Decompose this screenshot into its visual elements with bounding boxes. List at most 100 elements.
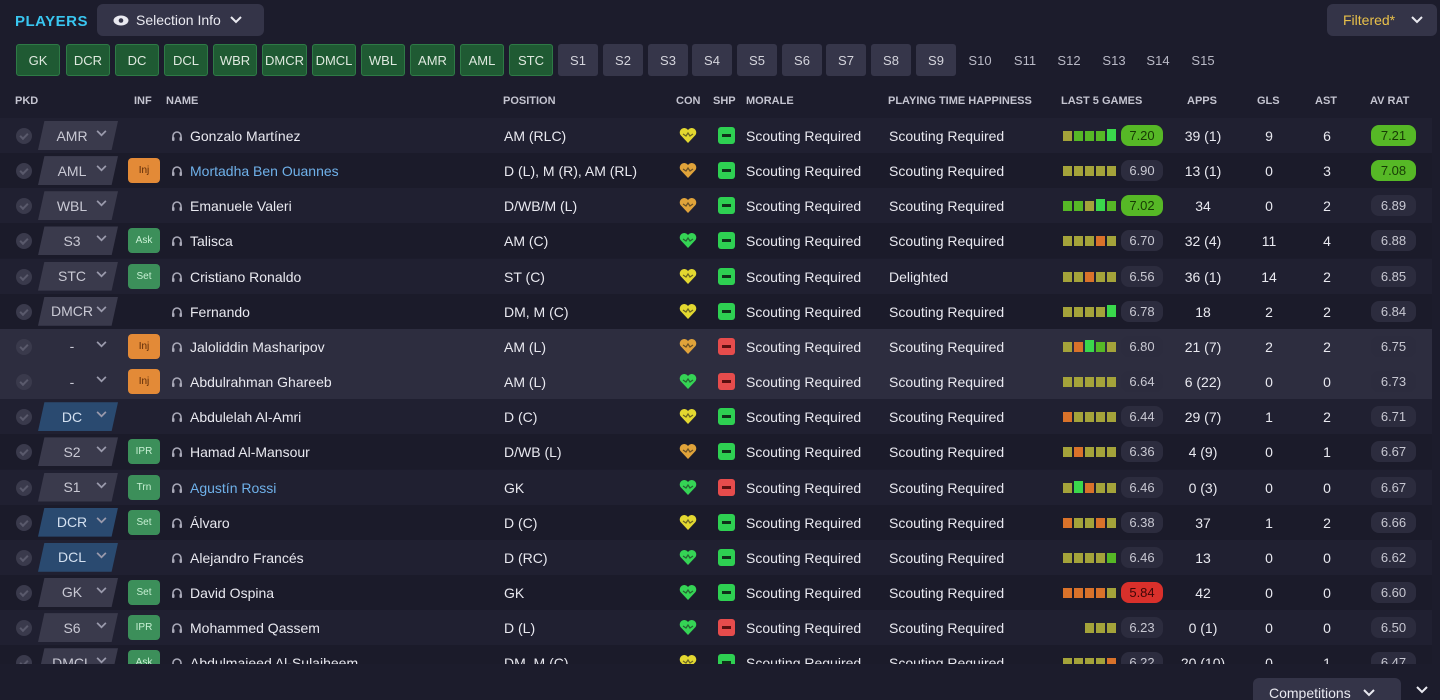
col-av-rat[interactable]: AV RAT — [1370, 95, 1410, 107]
player-name[interactable]: Álvaro — [190, 514, 230, 531]
col-last-5-games[interactable]: LAST 5 GAMES — [1061, 95, 1143, 107]
col-con[interactable]: CON — [676, 95, 701, 107]
pick-checkbox[interactable] — [16, 479, 32, 496]
pick-checkbox[interactable] — [16, 338, 32, 355]
player-name[interactable]: Hamad Al-Mansour — [190, 444, 310, 461]
tab-s4[interactable]: S4 — [692, 44, 732, 76]
pick-checkbox[interactable] — [16, 655, 32, 664]
table-row[interactable]: STC Set Cristiano Ronaldo ST (C) Scouting Re… — [0, 258, 1432, 294]
selection-dropdown[interactable]: S1 — [38, 472, 118, 502]
pick-checkbox[interactable] — [16, 233, 32, 250]
tab-s2[interactable]: S2 — [603, 44, 643, 76]
player-name[interactable]: Alejandro Francés — [190, 549, 304, 566]
tab-amr[interactable]: AMR — [410, 44, 455, 76]
selection-dropdown[interactable]: DMCL — [38, 648, 118, 664]
info-badge[interactable]: IPR — [128, 439, 160, 465]
player-name[interactable]: Abdulrahman Ghareeb — [190, 374, 332, 391]
selection-dropdown[interactable]: S2 — [38, 437, 118, 467]
table-row[interactable]: S1 Trn Agustín Rossi GK Scouting Required Sco… — [0, 469, 1432, 505]
col-apps[interactable]: APPS — [1187, 95, 1217, 107]
info-badge[interactable]: Inj — [128, 158, 160, 184]
pick-checkbox[interactable] — [16, 198, 32, 215]
table-row[interactable]: DC Abdulelah Al-Amri D (C) Scouting Require… — [0, 399, 1432, 435]
table-row[interactable]: GK Set David Ospina GK Scouting Required Scou… — [0, 574, 1432, 610]
selection-dropdown[interactable]: S6 — [38, 613, 118, 643]
col-gls[interactable]: GLS — [1257, 95, 1280, 107]
tab-s3[interactable]: S3 — [648, 44, 688, 76]
selection-dropdown[interactable]: - — [38, 332, 118, 361]
selection-dropdown[interactable]: DMCR — [38, 296, 118, 326]
pick-checkbox[interactable] — [16, 163, 32, 180]
player-name[interactable]: Gonzalo Martínez — [190, 128, 301, 144]
selection-dropdown[interactable]: DCL — [38, 542, 118, 572]
info-badge[interactable]: Ask — [128, 228, 160, 254]
tab-s1[interactable]: S1 — [558, 44, 598, 76]
competitions-button[interactable]: Competitions — [1253, 678, 1401, 700]
table-row[interactable]: DCL Alejandro Francés D (RC) Scouting Requi… — [0, 539, 1432, 575]
tab-s14[interactable]: S14 — [1146, 52, 1170, 68]
chevron-down-icon[interactable] — [1416, 686, 1428, 694]
player-name[interactable]: Talisca — [190, 233, 233, 250]
pick-checkbox[interactable] — [16, 514, 32, 531]
col-playing-time-happiness[interactable]: PLAYING TIME HAPPINESS — [888, 95, 1032, 107]
table-row[interactable]: S2 IPR Hamad Al-Mansour D/WB (L) Scouting Re… — [0, 434, 1432, 470]
tab-s7[interactable]: S7 — [826, 44, 866, 76]
pick-checkbox[interactable] — [16, 303, 32, 320]
selection-dropdown[interactable]: S3 — [38, 226, 118, 256]
selection-dropdown[interactable]: STC — [38, 261, 118, 291]
table-row[interactable]: WBL Emanuele Valeri D/WB/M (L) Scouting Req… — [0, 188, 1432, 224]
pick-checkbox[interactable] — [16, 409, 32, 426]
pick-checkbox[interactable] — [16, 620, 32, 637]
tab-aml[interactable]: AML — [460, 44, 504, 76]
table-row[interactable]: DCR Set Álvaro D (C) Scouting Required Scouti… — [0, 504, 1432, 540]
tab-s13[interactable]: S13 — [1102, 52, 1126, 68]
col-position[interactable]: POSITION — [503, 95, 556, 107]
pick-checkbox[interactable] — [16, 584, 32, 601]
player-name[interactable]: Abdulmajeed Al-Sulaiheem — [190, 655, 359, 664]
table-row[interactable]: AML Inj Mortadha Ben Ouannes D (L), M (R), … — [0, 153, 1432, 189]
tab-wbr[interactable]: WBR — [213, 44, 257, 76]
pick-checkbox[interactable] — [16, 444, 32, 461]
info-badge[interactable]: Ask — [128, 650, 160, 664]
player-name[interactable]: David Ospina — [190, 584, 275, 601]
tab-s15[interactable]: S15 — [1191, 52, 1215, 68]
player-name[interactable]: Mortadha Ben Ouannes — [190, 163, 339, 180]
player-name[interactable]: Cristiano Ronaldo — [190, 268, 302, 285]
selection-dropdown[interactable]: AML — [38, 156, 118, 186]
tab-dcr[interactable]: DCR — [66, 44, 110, 76]
player-name[interactable]: Emanuele Valeri — [190, 198, 292, 215]
tab-stc[interactable]: STC — [509, 44, 553, 76]
tab-dcl[interactable]: DCL — [164, 44, 208, 76]
tab-s6[interactable]: S6 — [782, 44, 822, 76]
player-name[interactable]: Fernando — [190, 303, 250, 320]
table-row[interactable]: DMCR Fernando DM, M (C) Scouting Required Sc… — [0, 293, 1432, 329]
player-name[interactable]: Mohammed Qassem — [190, 620, 320, 637]
selection-info-button[interactable]: Selection Info — [97, 4, 264, 36]
tab-dc[interactable]: DC — [115, 44, 159, 76]
tab-s10[interactable]: S10 — [968, 52, 992, 68]
table-row[interactable]: DMCL Ask Abdulmajeed Al-Sulaiheem DM, M (C)… — [0, 645, 1432, 664]
pick-checkbox[interactable] — [16, 374, 32, 391]
tab-s11[interactable]: S11 — [1013, 52, 1037, 68]
tab-wbl[interactable]: WBL — [361, 44, 405, 76]
table-row[interactable]: AMR Gonzalo Martínez AM (RLC) Scouting Requ… — [0, 118, 1432, 153]
tab-s9[interactable]: S9 — [916, 44, 956, 76]
table-row[interactable]: - Inj Abdulrahman Ghareeb AM (L) Scouting Re… — [0, 364, 1432, 400]
table-row[interactable]: - Inj Jaloliddin Masharipov AM (L) Scouting … — [0, 328, 1432, 364]
col-inf[interactable]: INF — [134, 95, 152, 107]
selection-dropdown[interactable]: DC — [38, 402, 118, 432]
tab-gk[interactable]: GK — [16, 44, 60, 76]
table-row[interactable]: S6 IPR Mohammed Qassem D (L) Scouting Requir… — [0, 610, 1432, 646]
tab-s5[interactable]: S5 — [737, 44, 777, 76]
pick-checkbox[interactable] — [16, 549, 32, 566]
player-name[interactable]: Agustín Rossi — [190, 479, 277, 496]
info-badge[interactable]: Inj — [128, 333, 160, 359]
info-badge[interactable]: Trn — [128, 474, 160, 500]
col-shp[interactable]: SHP — [713, 95, 736, 107]
tab-dmcl[interactable]: DMCL — [312, 44, 356, 76]
selection-dropdown[interactable]: GK — [38, 577, 118, 607]
selection-dropdown[interactable]: AMR — [38, 121, 118, 150]
pick-checkbox[interactable] — [16, 128, 32, 144]
tab-dmcr[interactable]: DMCR — [262, 44, 307, 76]
selection-dropdown[interactable]: WBL — [38, 191, 118, 221]
